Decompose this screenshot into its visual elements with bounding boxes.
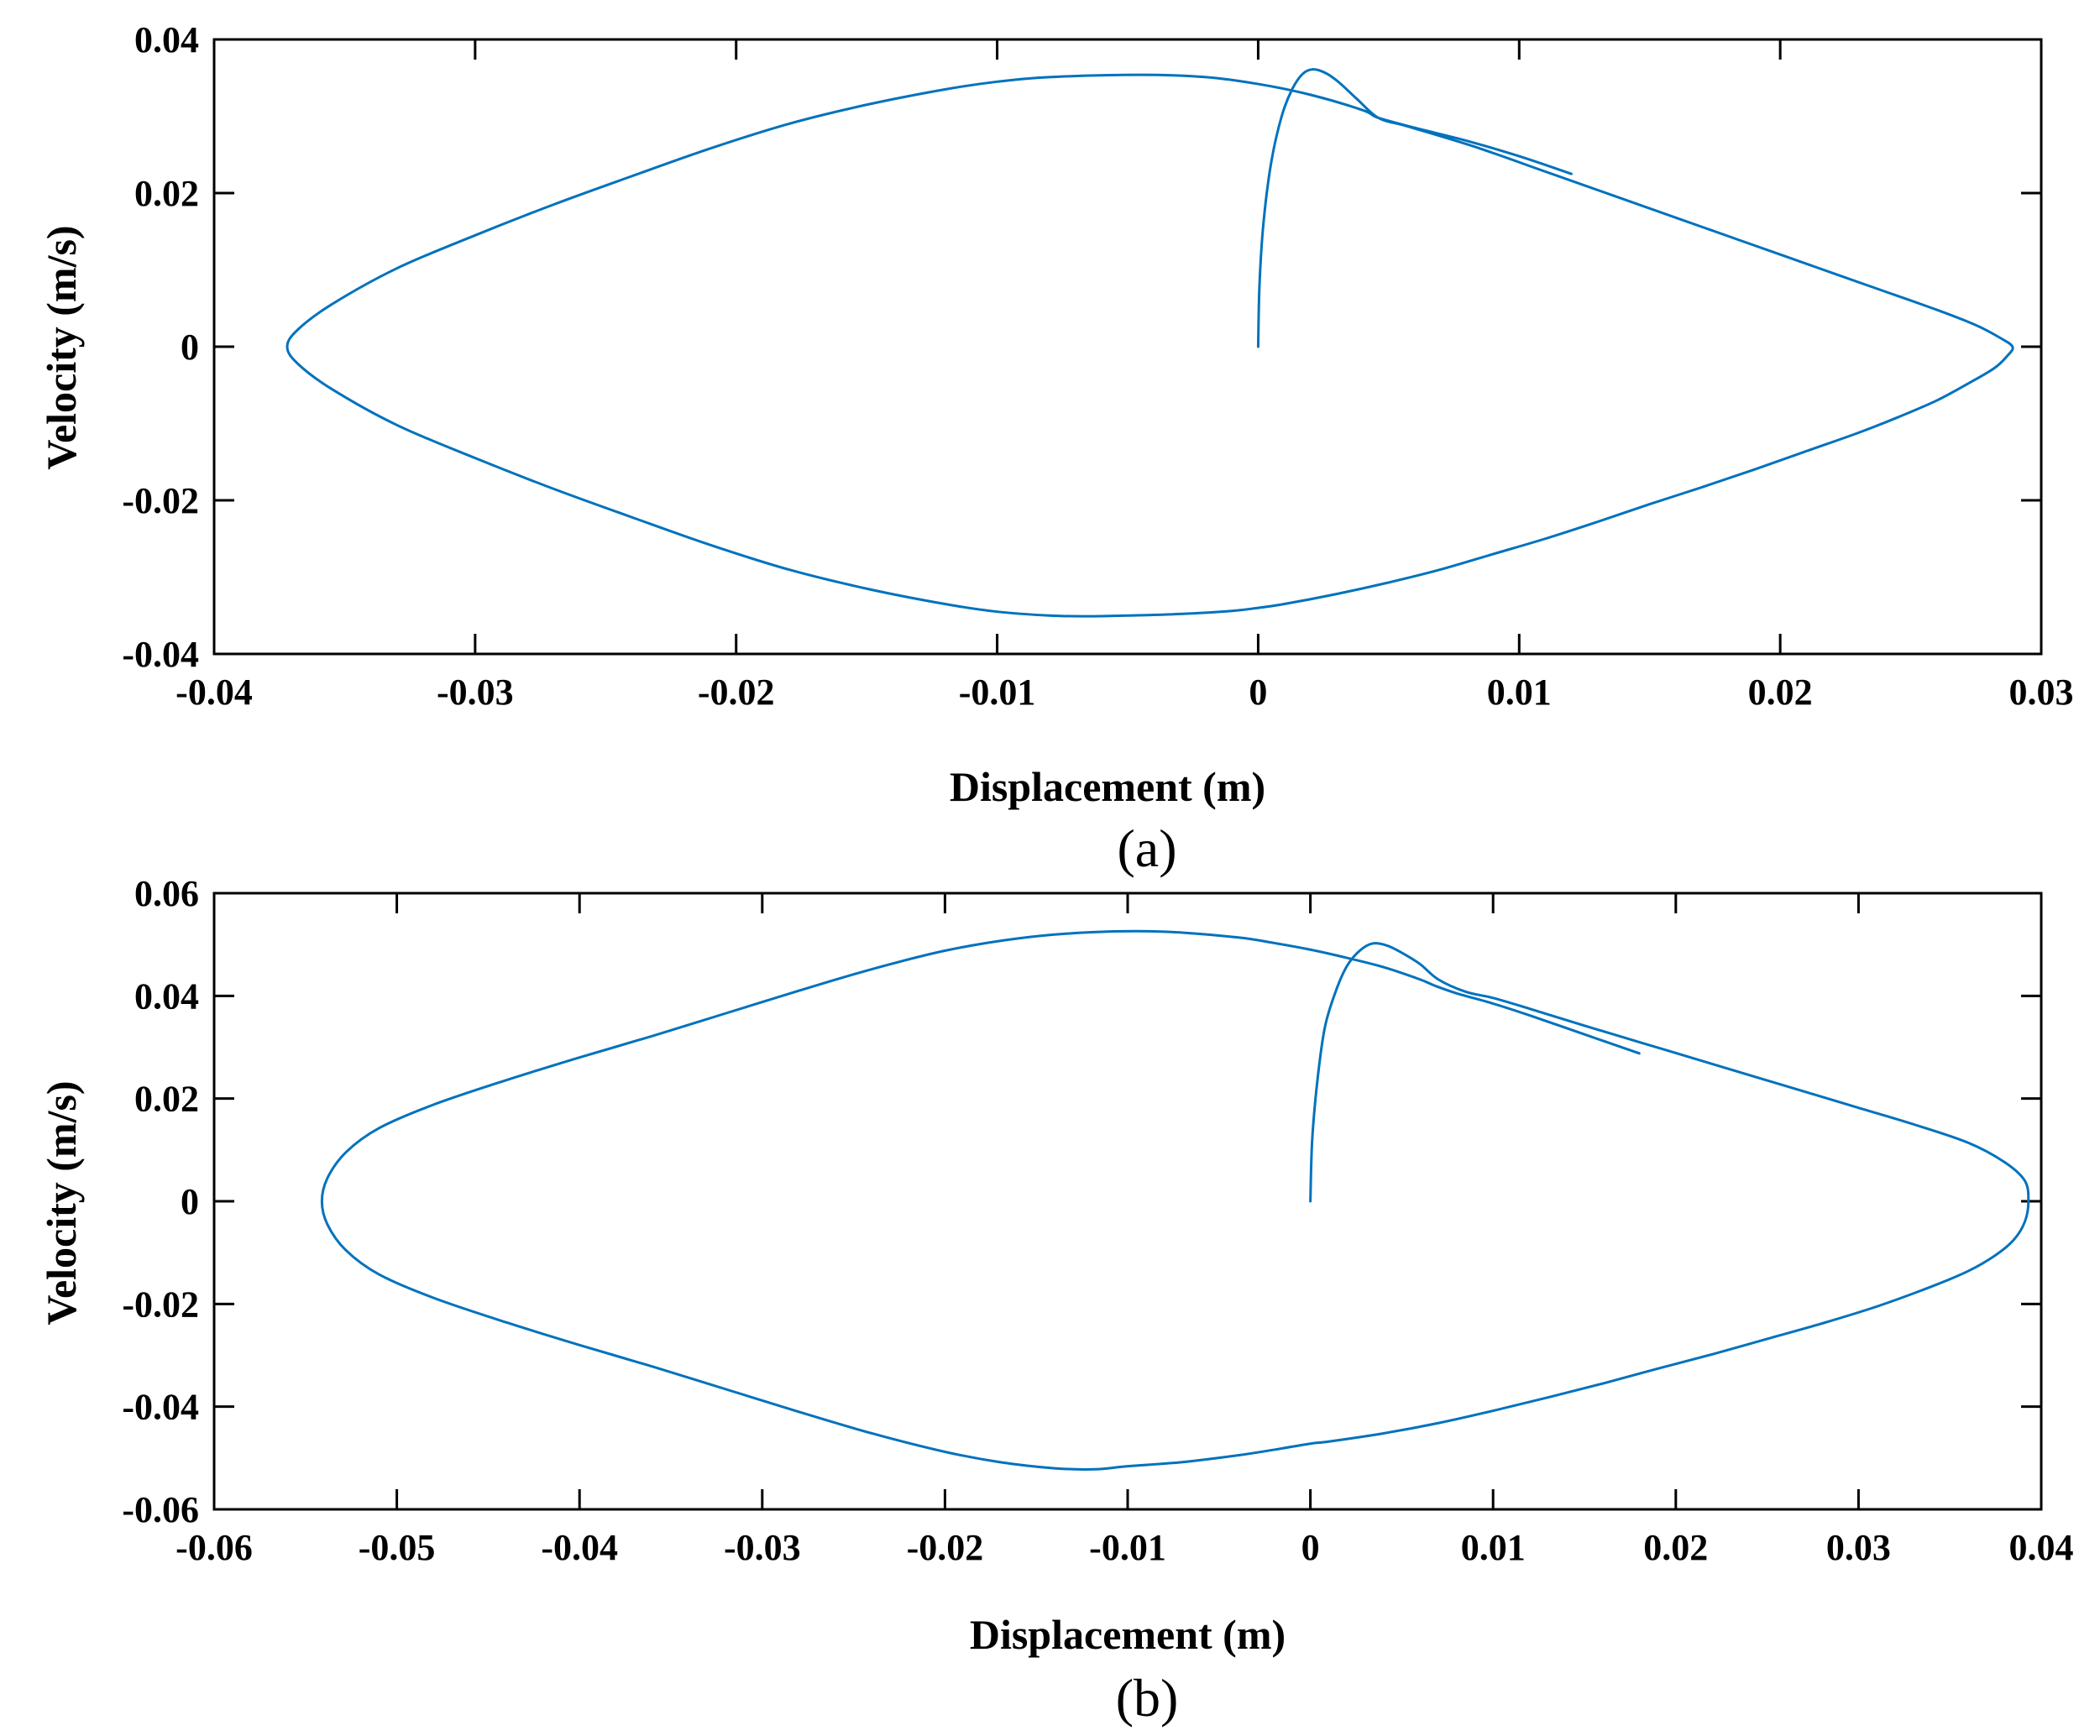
panel-b-tick-labels: -0.06 -0.05 -0.04 -0.03 -0.02 -0.01 0 0.01 0.02 0… [122, 873, 2073, 1568]
panel-b: -0.06 -0.05 -0.04 -0.03 -0.02 -0.01 0 0.01 0.02 0… [38, 873, 2074, 1728]
x-tick-label: 0.01 [1487, 672, 1552, 713]
panel-b-trajectory [320, 929, 2030, 1471]
y-tick-label: 0 [181, 327, 199, 368]
x-tick-label: 0.03 [1826, 1527, 1891, 1568]
panel-a-ylabel: Velocity (m/s) [38, 225, 85, 469]
panel-a: -0.04 -0.03 -0.02 -0.01 0 0.01 0.02 0.03 -0.04 -0… [38, 19, 2074, 878]
panel-a-axes-frame [212, 38, 2043, 656]
y-tick-label: 0 [181, 1181, 199, 1222]
panel-b-ylabel: Velocity (m/s) [38, 1080, 85, 1325]
y-tick-label: 0.06 [134, 873, 199, 914]
y-tick-label: 0.04 [134, 19, 199, 60]
y-tick-label: -0.06 [122, 1489, 199, 1530]
x-tick-label: -0.06 [175, 1527, 253, 1568]
panel-a-panel-label: (a) [1117, 818, 1176, 878]
x-tick-label: -0.04 [175, 672, 253, 713]
x-tick-label: 0.04 [2009, 1527, 2074, 1568]
x-tick-label: -0.02 [907, 1527, 984, 1568]
panel-b-panel-label: (b) [1116, 1668, 1179, 1728]
x-tick-label: -0.01 [959, 672, 1036, 713]
panel-b-ticks [212, 892, 2043, 1511]
panel-a-xlabel: Displacement (m) [950, 763, 1265, 810]
x-tick-label: -0.03 [437, 672, 514, 713]
x-tick-label: -0.02 [698, 672, 775, 713]
y-tick-label: -0.04 [122, 634, 199, 675]
x-tick-label: -0.01 [1089, 1527, 1166, 1568]
x-tick-label: 0 [1301, 1527, 1320, 1568]
y-tick-label: -0.04 [122, 1387, 199, 1428]
y-tick-label: 0.04 [134, 975, 199, 1017]
y-tick-label: 0.02 [134, 1079, 199, 1120]
x-tick-label: 0.02 [1643, 1527, 1708, 1568]
panel-a-trajectory [285, 68, 2014, 618]
panel-b-xlabel: Displacement (m) [970, 1611, 1286, 1658]
y-tick-label: -0.02 [122, 1284, 199, 1325]
x-tick-label: -0.04 [541, 1527, 618, 1568]
panel-a-tick-labels: -0.04 -0.03 -0.02 -0.01 0 0.01 0.02 0.03 -0.04 -0… [122, 19, 2073, 713]
y-tick-label: -0.02 [122, 480, 199, 521]
x-tick-label: -0.05 [359, 1527, 436, 1568]
x-tick-label: -0.03 [724, 1527, 801, 1568]
x-tick-label: 0.03 [2009, 672, 2074, 713]
panel-a-ticks [212, 38, 2043, 656]
x-tick-label: 0.02 [1748, 672, 1813, 713]
x-tick-label: 0.01 [1461, 1527, 1526, 1568]
x-tick-label: 0 [1249, 672, 1267, 713]
y-tick-label: 0.02 [134, 173, 199, 214]
panel-b-axes-frame [212, 892, 2043, 1511]
